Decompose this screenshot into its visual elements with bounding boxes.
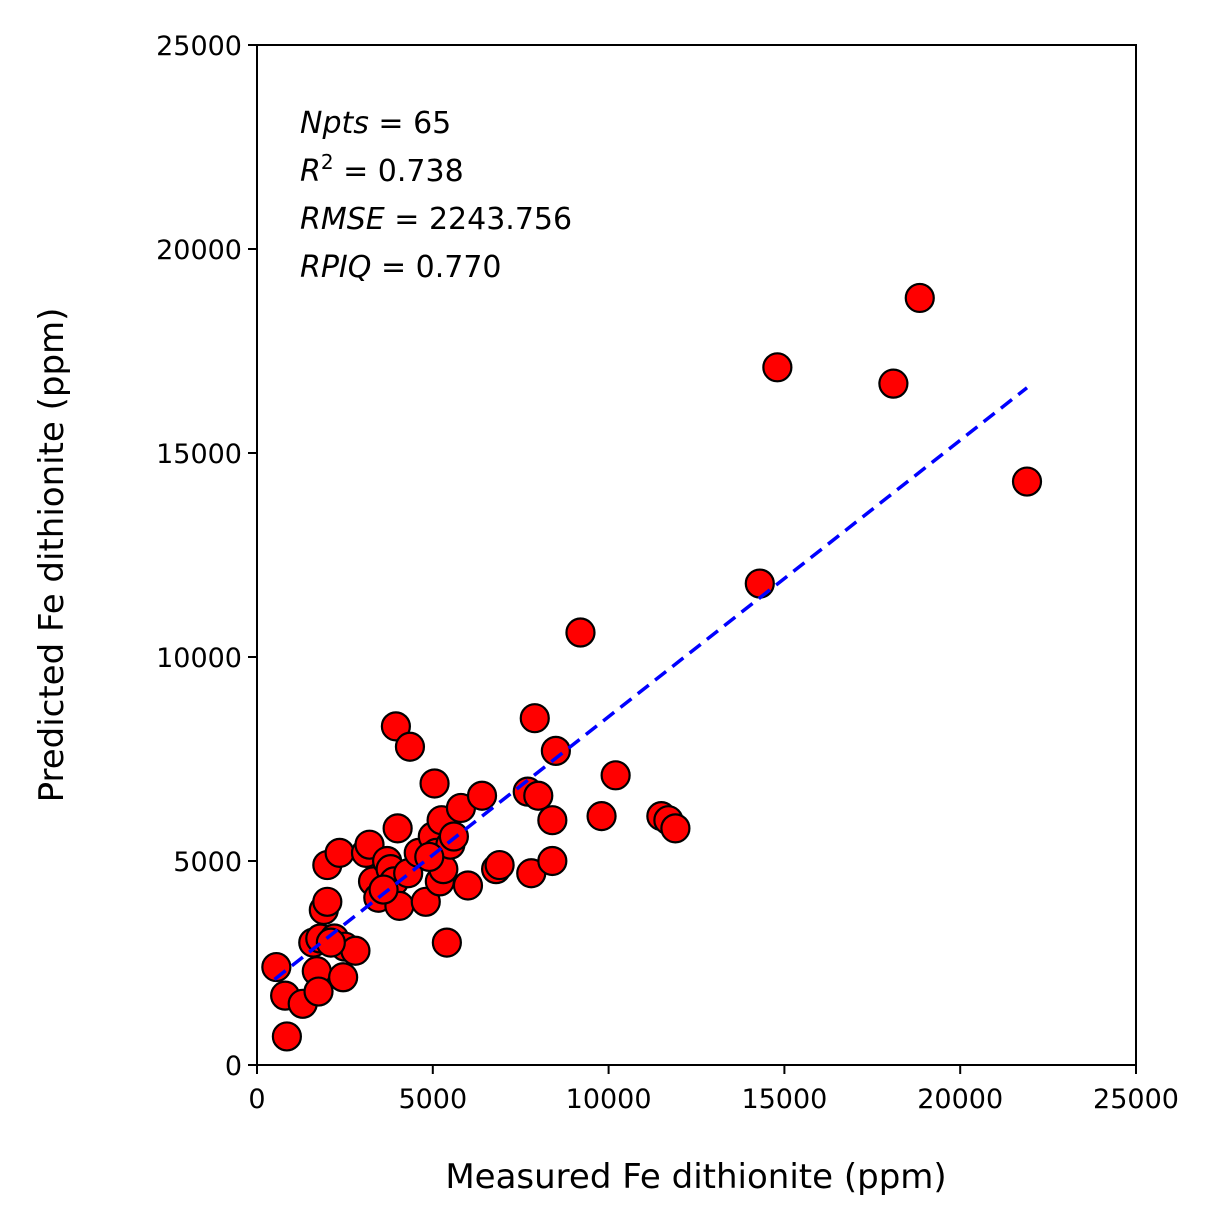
y-axis-label: Predicted Fe dithionite (ppm): [32, 308, 72, 803]
y-tick-label: 10000: [156, 643, 242, 674]
x-tick-label: 10000: [566, 1084, 652, 1115]
plot-frame: [256, 44, 1137, 1066]
data-point: [1011, 466, 1043, 497]
data-point: [586, 801, 617, 832]
y-tick-label: 0: [225, 1051, 242, 1082]
data-point: [484, 849, 515, 881]
stat-rmse: RMSE = 2243.756: [300, 202, 572, 237]
data-point: [328, 962, 359, 993]
x-tick-label: 15000: [741, 1084, 827, 1115]
data-point: [380, 711, 411, 742]
x-tick-label: 20000: [917, 1084, 1003, 1115]
y-tick-label: 15000: [156, 439, 242, 470]
x-axis-ticks: 0 5000 10000 15000 20000 25000: [248, 1065, 1179, 1115]
data-point: [382, 813, 413, 844]
stat-npts: Npts = 65: [300, 106, 451, 141]
y-tick-label: 25000: [156, 31, 242, 62]
data-point: [537, 805, 568, 836]
x-tick-label: 5000: [398, 1084, 467, 1115]
data-point: [394, 731, 426, 762]
x-axis-label: Measured Fe dithionite (ppm): [445, 1157, 946, 1197]
data-point: [762, 352, 793, 383]
stat-rpiq: RPIQ = 0.770: [300, 250, 502, 285]
data-point: [537, 845, 568, 877]
data-point: [419, 768, 450, 799]
data-point: [660, 813, 691, 844]
data-point: [452, 870, 484, 901]
data-point: [565, 617, 596, 648]
data-point: [303, 976, 334, 1007]
data-point: [410, 886, 441, 917]
data-point: [271, 1021, 302, 1052]
data-point: [878, 368, 909, 399]
data-point: [540, 735, 571, 766]
x-tick-label: 0: [248, 1084, 265, 1115]
data-point: [312, 886, 343, 917]
data-point: [523, 780, 554, 811]
data-points: [261, 282, 1043, 1052]
x-tick-label: 25000: [1093, 1084, 1179, 1115]
data-point: [904, 282, 935, 314]
data-point: [744, 568, 775, 599]
data-point: [466, 780, 498, 811]
data-point: [600, 760, 631, 791]
data-point: [368, 874, 399, 905]
stats-annotation: Npts = 65 R2 = 0.738 RMSE = 2243.756 RPIQ =…: [300, 106, 572, 285]
data-point: [324, 837, 355, 868]
y-tick-label: 5000: [173, 847, 242, 878]
data-point: [315, 927, 346, 958]
regression-line: [273, 386, 1029, 981]
data-point: [431, 927, 462, 958]
stat-r: R2 = 0.738: [300, 150, 464, 189]
y-axis-ticks: 0 5000 10000 15000 20000 25000: [156, 31, 257, 1082]
y-tick-label: 20000: [156, 235, 242, 266]
data-point: [519, 703, 550, 734]
